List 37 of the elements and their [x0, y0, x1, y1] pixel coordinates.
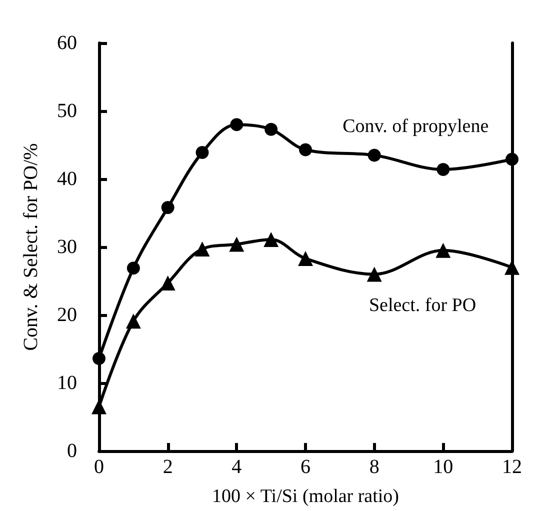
series-label: Select. for PO [368, 294, 476, 316]
x-tick-label: 6 [300, 456, 310, 478]
y-tick-label: 50 [57, 100, 77, 122]
y-tick-label: 30 [57, 236, 77, 258]
x-tick-label: 0 [94, 456, 104, 478]
x-tick-label: 8 [369, 456, 380, 478]
point [368, 148, 381, 162]
y-tick-label: 40 [57, 168, 77, 190]
point [230, 118, 244, 132]
x-tick-label: 2 [162, 456, 173, 478]
x-axis-title: 100 × Ti/Si (molar ratio) [212, 486, 400, 507]
point [161, 201, 174, 214]
y-tick-label: 10 [57, 372, 77, 394]
point [196, 146, 209, 159]
point [229, 236, 244, 252]
point [160, 276, 176, 291]
y-tick-label: 20 [57, 304, 77, 326]
series-label: Conv. of propylene [342, 116, 489, 138]
point [264, 232, 279, 248]
point [298, 251, 313, 266]
x-tick-label: 4 [232, 456, 242, 478]
y-tick-label: 60 [57, 32, 77, 54]
x-tick-label: 10 [433, 456, 454, 478]
point [366, 266, 382, 282]
point [126, 314, 141, 329]
point [92, 352, 106, 366]
point [299, 143, 312, 156]
point [506, 152, 518, 166]
point [194, 242, 210, 257]
point [436, 242, 451, 258]
point [436, 162, 450, 176]
point [92, 399, 106, 414]
point [264, 122, 278, 136]
point [126, 262, 140, 275]
x-tick-label: 12 [502, 456, 522, 478]
y-axis-title: Conv. & Select. for PO/% [20, 143, 42, 351]
y-tick-label: 0 [67, 440, 77, 462]
